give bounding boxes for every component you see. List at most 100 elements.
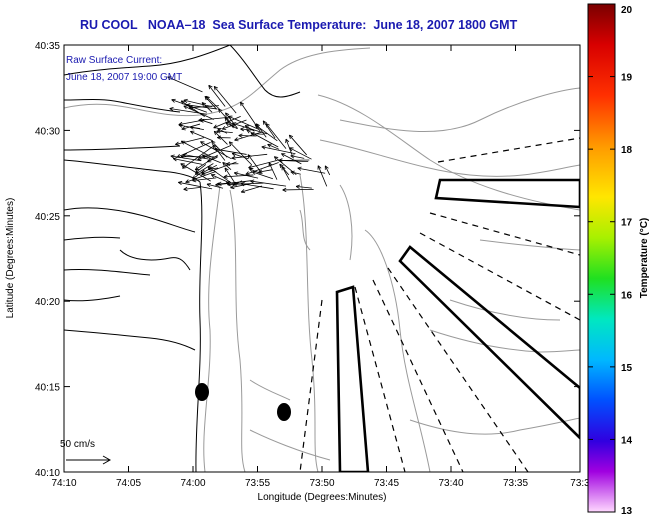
current-vector-head	[180, 163, 184, 168]
current-vector-head	[263, 120, 267, 124]
current-vector-head	[200, 118, 205, 121]
current-vector-head	[247, 154, 250, 159]
current-vector-head	[256, 123, 261, 126]
current-vector	[217, 128, 228, 134]
current-vector	[190, 131, 213, 142]
current-vector	[245, 162, 279, 175]
current-vector-head	[201, 102, 204, 107]
current-vector-head	[227, 184, 232, 187]
current-vector-head	[238, 135, 243, 138]
current-vector-head	[246, 129, 250, 134]
plot-frame	[63, 44, 581, 473]
current-vector-head	[194, 170, 198, 175]
current-vector-head	[216, 129, 221, 132]
current-vector-head	[247, 154, 252, 157]
current-vector-head	[240, 189, 245, 193]
current-vector-head	[234, 171, 239, 174]
current-vector-head	[234, 139, 239, 142]
current-vector	[173, 158, 203, 165]
current-vector	[167, 76, 203, 93]
current-vector-head	[180, 140, 184, 145]
current-vector	[250, 180, 287, 187]
current-vector	[208, 85, 226, 107]
current-vector-head	[200, 141, 204, 146]
current-vector-head	[240, 101, 245, 105]
current-vector	[240, 128, 255, 131]
x-tick-label: 73:55	[245, 478, 270, 489]
current-vector-head	[278, 158, 283, 161]
x-tick-label: 73:3	[570, 478, 590, 489]
current-vector-head	[207, 166, 212, 170]
current-vector-head	[224, 117, 227, 122]
current-vector	[246, 129, 279, 148]
y-tick-label: 40:25	[35, 212, 60, 223]
current-vector-head	[218, 108, 220, 113]
current-vector-head	[265, 123, 270, 126]
current-vector-head	[201, 102, 207, 105]
current-vector-head	[232, 122, 237, 124]
current-vector-head	[222, 162, 227, 164]
bathymetry-contours	[64, 47, 580, 472]
current-vector-head	[195, 168, 198, 173]
current-vector-head	[206, 182, 212, 185]
current-vector	[261, 146, 296, 155]
current-vector-head	[278, 160, 283, 163]
current-vector	[324, 165, 331, 176]
current-vector-head	[281, 165, 286, 169]
current-vector-head	[206, 183, 211, 188]
current-vector	[216, 130, 233, 134]
current-vector-head	[240, 182, 245, 185]
current-vector	[289, 147, 312, 160]
current-vector	[228, 115, 260, 130]
y-tick-label: 40:35	[35, 41, 60, 52]
current-vector-head	[186, 103, 191, 106]
x-tick-label: 73:45	[374, 478, 399, 489]
current-vector	[297, 167, 326, 174]
current-vector	[192, 169, 205, 180]
current-vector-head	[212, 144, 217, 148]
y-axis: 40:35 40:30 40:25 40:20 40:15 40:10	[35, 41, 580, 479]
current-vector	[279, 163, 290, 176]
current-vector-head	[267, 144, 271, 148]
current-vector-head	[214, 148, 218, 152]
current-vector-head	[225, 122, 229, 127]
current-vector-head	[171, 99, 175, 103]
station-dots	[195, 383, 291, 421]
y-tick-label: 40:15	[35, 383, 60, 394]
current-vector-head	[186, 104, 191, 108]
current-vector	[227, 182, 264, 185]
current-vector-head	[224, 167, 226, 172]
current-vector	[317, 165, 328, 187]
x-tick-label: 74:05	[116, 478, 141, 489]
colorbar	[587, 3, 616, 513]
current-vector	[205, 95, 221, 110]
current-vector-head	[200, 119, 204, 123]
current-vector	[290, 155, 305, 159]
scale-label: 50 cm/s	[60, 439, 95, 450]
colorbar-label: Temperature (°C)	[639, 218, 650, 299]
current-vector	[171, 99, 208, 113]
current-vector	[234, 172, 259, 179]
current-vector-head	[285, 138, 290, 143]
current-vector-head	[180, 154, 185, 157]
x-axis: 74:10 74:05 74:00 73:55 73:50 73:45 73:40 73:35…	[51, 45, 590, 489]
current-vector-head	[290, 155, 295, 159]
current-vector-head	[173, 157, 178, 159]
current-vector-head	[249, 168, 253, 173]
current-vector-head	[248, 164, 252, 169]
current-vector-head	[297, 166, 302, 169]
y-tick-label: 40:30	[35, 126, 60, 137]
current-vector-head	[262, 120, 265, 125]
current-vector-head	[250, 180, 254, 184]
current-vector-head	[254, 124, 259, 126]
current-vector-head	[183, 99, 188, 103]
current-vector-head	[250, 133, 255, 136]
current-vector	[181, 140, 214, 159]
current-vector-head	[182, 164, 185, 169]
current-vector-head	[192, 180, 197, 183]
current-vector-head	[185, 179, 189, 183]
current-vector-head	[217, 137, 222, 140]
dashed-lines	[299, 137, 580, 472]
current-vector-head	[217, 181, 222, 185]
